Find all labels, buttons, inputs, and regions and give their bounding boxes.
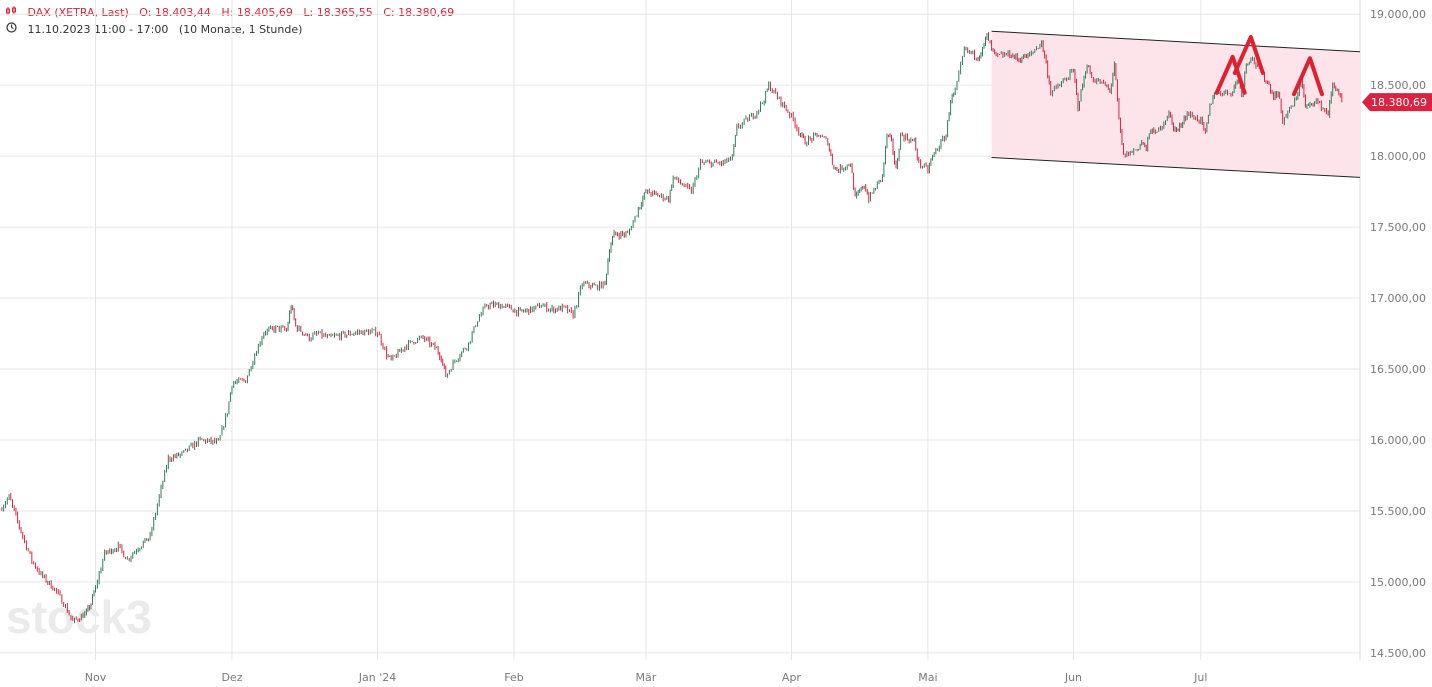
- last-price-marker: [1362, 93, 1432, 112]
- x-tick-label: Jan '24: [358, 671, 396, 684]
- x-tick-label: Apr: [782, 671, 802, 684]
- y-tick-label: 15.500,00: [1370, 505, 1426, 518]
- period-text: 11.10.2023 11:00 - 17:00: [27, 23, 169, 36]
- trend-channel-fill: [991, 31, 1360, 178]
- x-tick-label: Mär: [636, 671, 657, 684]
- last-price-label: 18.380,69: [1371, 96, 1427, 109]
- chart-header: DAX (XETRA, Last) O: 18.403,44 H: 18.405…: [6, 6, 461, 19]
- chart-period: 11.10.2023 11:00 - 17:00 (10 Monate, 1 S…: [6, 22, 309, 36]
- channel-lower-line: [991, 157, 1361, 178]
- instrument-name: DAX (XETRA, Last): [27, 6, 129, 19]
- stock3-watermark: stock3: [6, 591, 152, 643]
- x-tick-label: Dez: [221, 671, 242, 684]
- y-tick-label: 19.000,00: [1370, 8, 1426, 21]
- x-tick-label: Mai: [918, 671, 937, 684]
- x-tick-label: Jun: [1064, 671, 1082, 684]
- x-tick-label: Feb: [504, 671, 523, 684]
- peak-marker: [1291, 56, 1324, 97]
- close-value: C: 18.380,69: [383, 6, 455, 19]
- y-tick-label: 15.000,00: [1370, 576, 1426, 589]
- candle-bars-icon: [6, 6, 17, 19]
- clock-icon: [6, 22, 17, 36]
- x-tick-label: Nov: [85, 671, 107, 684]
- channel-upper-line: [991, 30, 1361, 53]
- y-tick-label: 14.500,00: [1370, 647, 1426, 660]
- open-value: O: 18.403,44: [139, 6, 211, 19]
- peak-marker: [1232, 34, 1265, 75]
- low-value: L: 18.365,55: [303, 6, 373, 19]
- y-tick-label: 18.500,00: [1370, 79, 1426, 92]
- range-text: (10 Monate, 1 Stunde): [178, 23, 303, 36]
- peak-marker: [1214, 54, 1247, 95]
- high-value: H: 18.405,69: [221, 6, 293, 19]
- y-tick-label: 16.500,00: [1370, 363, 1426, 376]
- x-tick-label: Jul: [1193, 671, 1207, 684]
- y-tick-label: 17.500,00: [1370, 221, 1426, 234]
- y-tick-label: 18.000,00: [1370, 150, 1426, 163]
- y-tick-label: 17.000,00: [1370, 292, 1426, 305]
- y-tick-label: 16.000,00: [1370, 434, 1426, 447]
